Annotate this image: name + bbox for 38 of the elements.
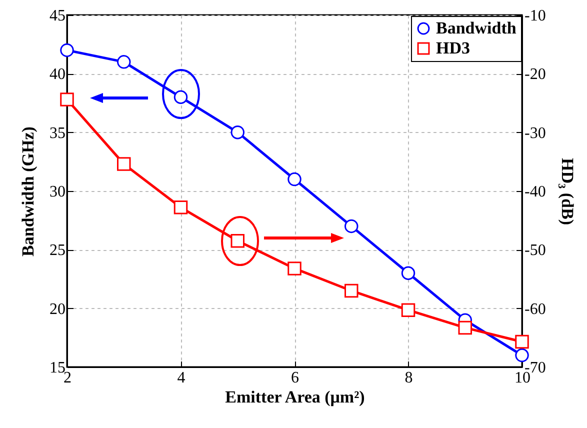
legend-label: Bandwidth bbox=[436, 18, 517, 38]
x-tick-label: 4 bbox=[177, 370, 186, 386]
y-axis-title: Bandwidth (GHz) bbox=[18, 126, 38, 256]
y2-tick-label: -50 bbox=[524, 242, 546, 260]
point bbox=[117, 55, 131, 69]
y-tick-label: 45 bbox=[50, 8, 66, 24]
legend-label: HD3 bbox=[436, 38, 470, 58]
y-tick-label: 15 bbox=[50, 360, 66, 376]
y2-axis-title: HD₃ (dB) bbox=[558, 158, 577, 225]
y2-tick-label: -20 bbox=[524, 66, 546, 84]
point bbox=[458, 320, 472, 335]
y2-tick-label: -30 bbox=[524, 124, 546, 142]
y-tick-label: 40 bbox=[50, 66, 66, 84]
x-tick-label: 8 bbox=[404, 370, 413, 386]
point bbox=[515, 348, 529, 362]
y-tick-label: 30 bbox=[50, 184, 66, 200]
y-tick-label: 35 bbox=[50, 124, 66, 142]
point bbox=[230, 125, 244, 140]
y2-tick-label: -40 bbox=[524, 184, 546, 200]
y-tick-label: 20 bbox=[50, 300, 66, 318]
point bbox=[344, 284, 358, 298]
point bbox=[344, 219, 358, 234]
x-tick-label: 6 bbox=[291, 370, 299, 386]
point bbox=[288, 172, 302, 186]
x-tick-label: 10 bbox=[514, 370, 530, 386]
point bbox=[288, 262, 302, 276]
point bbox=[174, 200, 188, 214]
point bbox=[515, 334, 529, 349]
point bbox=[60, 43, 74, 58]
point bbox=[401, 266, 416, 280]
y-tick-label: 25 bbox=[50, 242, 66, 260]
point bbox=[117, 157, 131, 171]
point bbox=[401, 303, 416, 317]
x-axis-title: Emitter Area (μm²) bbox=[225, 388, 365, 406]
point bbox=[60, 92, 74, 106]
y2-tick-label: -60 bbox=[524, 300, 546, 318]
y2-tick-label: -10 bbox=[524, 8, 546, 24]
x-tick-label: 2 bbox=[64, 370, 72, 386]
